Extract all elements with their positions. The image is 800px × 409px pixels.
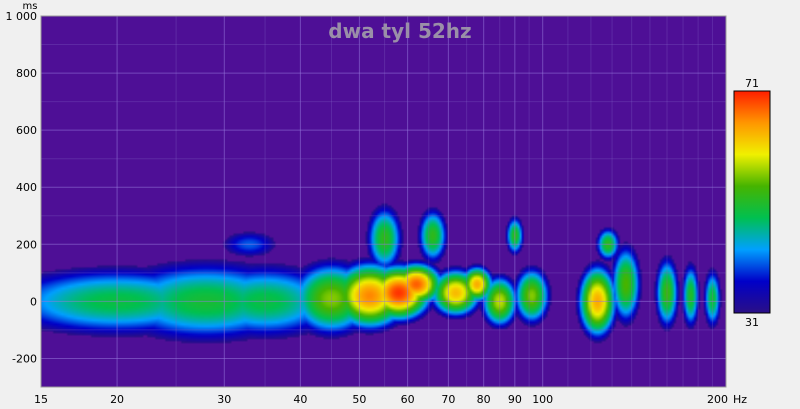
x-unit-label: Hz	[733, 393, 747, 406]
x-tick-label: 15	[34, 393, 48, 406]
y-tick-label: 400	[16, 181, 37, 194]
x-tick-label: 80	[477, 393, 491, 406]
y-unit-label: ms	[23, 1, 38, 12]
heatmap-image	[41, 16, 726, 387]
y-tick-label: 200	[16, 238, 37, 251]
grid-layer	[41, 16, 726, 387]
x-tick-label: 60	[401, 393, 415, 406]
x-tick-label: 40	[293, 393, 307, 406]
y-tick-labels: 1 000 800 600 400 200 0 -200	[6, 10, 38, 365]
y-tick-label: 800	[16, 67, 37, 80]
x-tick-label: 100	[532, 393, 553, 406]
x-tick-labels: 15 20 30 40 50 60 70 80 90 100 200	[34, 393, 728, 406]
y-tick-label: 1 000	[6, 10, 38, 23]
x-tick-label: 200	[707, 393, 728, 406]
y-tick-label: 0	[30, 295, 37, 308]
y-tick-label: -200	[12, 352, 37, 365]
y-tick-label: 600	[16, 124, 37, 137]
plot-frame	[40, 15, 727, 388]
x-tick-label: 30	[217, 393, 231, 406]
x-tick-label: 90	[508, 393, 522, 406]
colorbar-max-label: 71	[745, 77, 759, 90]
colorbar	[733, 90, 771, 314]
x-tick-label: 70	[441, 393, 455, 406]
x-tick-label: 50	[352, 393, 366, 406]
chart-title: dwa tyl 52hz	[328, 19, 471, 43]
colorbar-min-label: 31	[745, 316, 759, 329]
x-tick-label: 20	[110, 393, 124, 406]
